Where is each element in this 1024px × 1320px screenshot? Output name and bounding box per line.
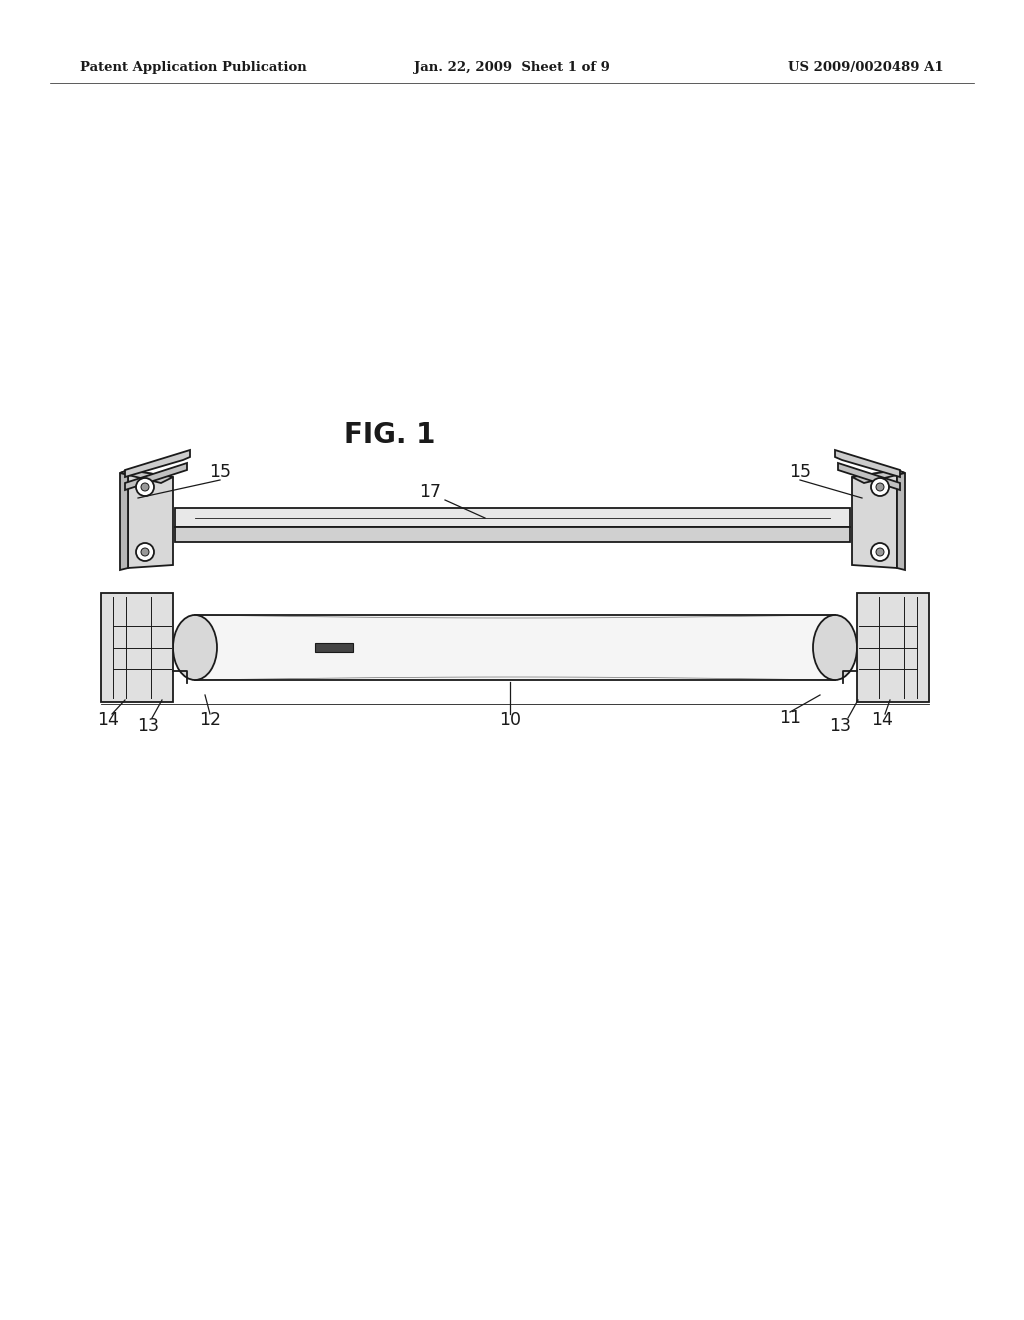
Text: 15: 15 — [209, 463, 231, 480]
Text: 13: 13 — [829, 717, 851, 735]
Text: 13: 13 — [137, 717, 159, 735]
Polygon shape — [897, 470, 905, 570]
Polygon shape — [852, 470, 897, 568]
Bar — [101, 593, 173, 702]
Polygon shape — [852, 470, 905, 483]
Bar — [315, 643, 353, 652]
Polygon shape — [128, 470, 173, 568]
Polygon shape — [835, 450, 900, 477]
Circle shape — [136, 478, 154, 496]
Text: 14: 14 — [871, 711, 893, 729]
Circle shape — [871, 478, 889, 496]
Polygon shape — [120, 470, 173, 483]
Text: 14: 14 — [97, 711, 119, 729]
Text: 17: 17 — [419, 483, 441, 502]
Polygon shape — [120, 470, 128, 570]
Text: Jan. 22, 2009  Sheet 1 of 9: Jan. 22, 2009 Sheet 1 of 9 — [414, 62, 610, 74]
Polygon shape — [125, 450, 190, 477]
Ellipse shape — [813, 615, 857, 680]
Circle shape — [876, 548, 884, 556]
Circle shape — [871, 543, 889, 561]
Polygon shape — [175, 527, 850, 543]
Text: 11: 11 — [779, 709, 801, 727]
Text: 15: 15 — [790, 463, 811, 480]
Polygon shape — [125, 463, 187, 490]
Circle shape — [876, 483, 884, 491]
Bar — [195, 615, 835, 680]
Text: 12: 12 — [199, 711, 221, 729]
Text: Patent Application Publication: Patent Application Publication — [80, 62, 307, 74]
Text: FIG. 1: FIG. 1 — [344, 421, 435, 449]
Ellipse shape — [173, 615, 217, 680]
Bar — [857, 593, 929, 702]
Text: 10: 10 — [499, 711, 521, 729]
Polygon shape — [838, 463, 900, 490]
Circle shape — [141, 548, 150, 556]
Polygon shape — [175, 508, 850, 527]
Circle shape — [141, 483, 150, 491]
Text: US 2009/0020489 A1: US 2009/0020489 A1 — [788, 62, 944, 74]
Circle shape — [136, 543, 154, 561]
